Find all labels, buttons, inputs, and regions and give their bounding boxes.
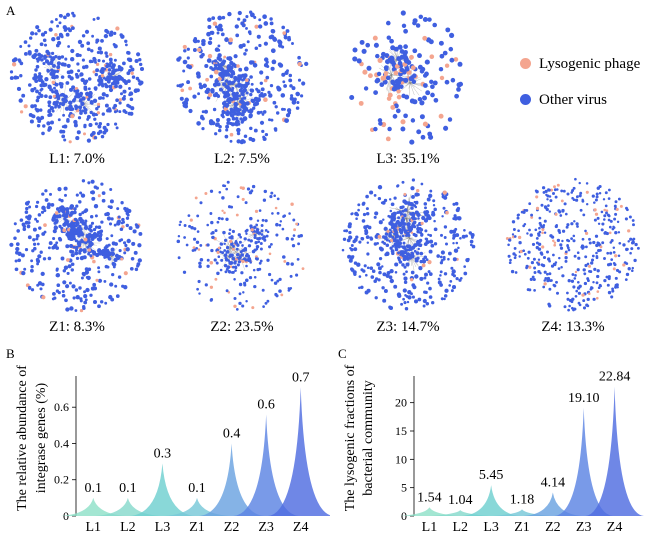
data-label-L3: 0.3: [154, 446, 172, 461]
network-nodes: [349, 10, 464, 145]
area-peak-L1: [400, 507, 459, 516]
y-tick-label: 10: [395, 452, 407, 466]
x-tick-label-L2: L2: [120, 520, 136, 535]
network-label-L1: L1: 7.0%: [49, 151, 105, 167]
x-tick-label-L1: L1: [86, 520, 102, 535]
x-tick-label-Z2: Z2: [224, 520, 240, 535]
network-label-L3: L3: 35.1%: [376, 151, 440, 167]
data-label-Z4: 0.7: [292, 370, 310, 385]
network-nodes: [176, 10, 309, 145]
chart-c-ylabel-line2: bacterial community: [361, 380, 376, 495]
network-graph-L3: [349, 10, 464, 145]
x-tick-label-Z2: Z2: [545, 520, 561, 535]
data-label-L2: 0.1: [119, 481, 137, 496]
area-peak-Z3: [554, 407, 614, 516]
chart-c-lysogenic: The lysogenic fractions of bacterial com…: [343, 364, 644, 535]
area-peak-Z1: [164, 497, 230, 516]
network-label-Z4: Z4: 13.3%: [541, 319, 605, 335]
legend-dot-other-icon: [520, 94, 531, 106]
network-nodes: [176, 180, 305, 311]
network-graph-L1: [9, 11, 145, 144]
chart-b-integrase: The relative abundance of integrase gene…: [15, 365, 330, 535]
data-label-Z2: 4.14: [541, 476, 566, 491]
data-label-Z3: 19.10: [568, 391, 600, 406]
panel-letter-a: A: [6, 3, 16, 18]
x-tick-label-Z3: Z3: [258, 520, 274, 535]
panel-letter-c: C: [338, 346, 347, 361]
chart-c-ylabel-line1: The lysogenic fractions of: [343, 364, 358, 511]
network-nodes: [341, 178, 476, 311]
area-peak-Z2: [198, 443, 265, 516]
network-nodes: [9, 179, 143, 313]
legend-label-lysogenic: Lysogenic phage: [539, 56, 641, 72]
data-label-L1: 0.1: [85, 481, 103, 496]
network-label-Z1: Z1: 8.3%: [49, 319, 105, 335]
data-label-Z2: 0.4: [223, 426, 241, 441]
area-peak-L2: [95, 497, 161, 516]
panel-letter-b: B: [6, 346, 15, 361]
network-nodes: [9, 11, 145, 144]
network-label-Z2: Z2: 23.5%: [210, 319, 274, 335]
data-label-L1: 1.54: [417, 490, 442, 505]
y-tick-label: 5: [401, 481, 407, 495]
network-label-Z3: Z3: 14.7%: [376, 319, 440, 335]
legend-item-lysogenic: Lysogenic phage: [520, 56, 640, 73]
x-tick-label-Z4: Z4: [607, 520, 623, 535]
area-peak-Z3: [233, 414, 299, 516]
network-graph-Z4: [505, 177, 640, 312]
legend-label-other: Other virus: [539, 92, 607, 108]
network-graph-L2: [176, 10, 309, 145]
area-peak-Z1: [492, 509, 552, 516]
data-label-L2: 1.04: [448, 493, 473, 508]
x-tick-label-L3: L3: [483, 520, 499, 535]
network-graph-Z1: [9, 179, 143, 313]
area-peak-L3: [461, 485, 521, 516]
y-tick-label: 0.4: [54, 436, 69, 450]
y-tick-label: 20: [395, 396, 407, 410]
area-peak-L1: [60, 497, 127, 516]
area-peak-L3: [129, 463, 196, 516]
y-tick-label: 0.2: [54, 473, 69, 487]
x-tick-label-Z1: Z1: [514, 520, 530, 535]
data-label-L3: 5.45: [479, 468, 504, 483]
x-tick-label-L2: L2: [453, 520, 469, 535]
area-peak-Z4: [585, 386, 644, 516]
network-graph-Z2: [176, 180, 305, 311]
network-label-L2: L2: 7.5%: [214, 151, 270, 167]
y-tick-label: 15: [395, 424, 407, 438]
chart-b-ylabel-line2: integrase genes (%): [34, 382, 49, 493]
data-label-Z1: 0.1: [188, 481, 206, 496]
data-label-Z3: 0.6: [257, 397, 275, 412]
chart-b-ylabel-line1: The relative abundance of: [15, 365, 30, 511]
legend-item-other: Other virus: [520, 92, 607, 109]
x-tick-label-Z1: Z1: [189, 520, 205, 535]
x-tick-label-L1: L1: [422, 520, 438, 535]
x-tick-label-L3: L3: [155, 520, 171, 535]
network-graph-Z3: [341, 178, 476, 311]
area-peak-Z2: [523, 492, 583, 516]
y-tick-label: 0.6: [54, 400, 69, 414]
data-label-Z4: 22.84: [599, 370, 631, 385]
x-tick-label-Z4: Z4: [293, 520, 309, 535]
data-label-Z1: 1.18: [510, 492, 535, 507]
area-peak-Z4: [267, 387, 330, 516]
x-tick-label-Z3: Z3: [576, 520, 592, 535]
network-nodes: [505, 177, 640, 312]
legend-dot-lysogenic-icon: [520, 58, 531, 70]
